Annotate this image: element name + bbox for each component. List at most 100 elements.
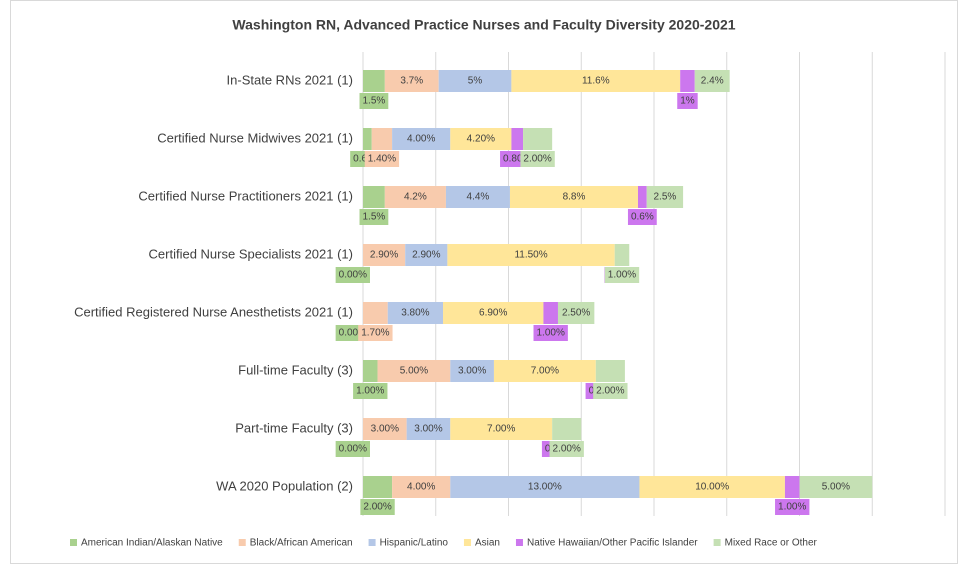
data-label: 2.00%: [523, 154, 551, 165]
legend-swatch: [463, 539, 471, 546]
data-label: 11.50%: [514, 250, 547, 261]
legend-swatch: [515, 539, 523, 546]
y-tick-label: Certified Nurse Midwives 2021 (1): [157, 130, 353, 145]
data-label: 2.00%: [596, 386, 624, 397]
bar-segment: [392, 128, 451, 150]
label-box: [593, 383, 628, 399]
data-label: 4.00%: [407, 134, 435, 145]
data-label: 3.80%: [401, 308, 429, 319]
bar-segment: [445, 186, 510, 208]
bar-segment: [694, 70, 730, 92]
bar-segment: [509, 186, 638, 208]
data-label: 4.20%: [467, 134, 495, 145]
bar-segment: [799, 476, 873, 498]
y-tick-label: In-State RNs 2021 (1): [227, 72, 353, 87]
data-label: 5.00%: [822, 482, 850, 493]
data-label: 10.00%: [695, 482, 729, 493]
data-label: 2.5%: [654, 192, 677, 203]
data-label: 11.6%: [582, 76, 610, 87]
bar-segment: [614, 244, 630, 266]
label-box: [359, 209, 389, 225]
data-label: 4.2%: [404, 192, 427, 203]
data-label: 5.00%: [400, 366, 428, 377]
data-label: 3.7%: [400, 76, 423, 87]
bar-segment: [552, 418, 582, 440]
chart-title: Washington RN, Advanced Practice Nurses …: [232, 17, 735, 33]
label-box: [335, 267, 370, 283]
data-label: 2.90%: [370, 250, 398, 261]
data-label: 0.00%: [339, 444, 367, 455]
data-label: 1.00%: [537, 328, 565, 339]
legend-swatch: [713, 539, 721, 546]
data-label: 6.90%: [479, 308, 507, 319]
bar-segment: [443, 302, 544, 324]
bar-segment: [363, 360, 378, 382]
data-label: 3.00%: [458, 366, 486, 377]
bar-segment: [377, 360, 451, 382]
label-box: [549, 441, 584, 457]
data-label: 2.00%: [553, 444, 581, 455]
data-label: 1.5%: [363, 212, 386, 223]
data-label: 0.00%: [339, 328, 367, 339]
label-box: [677, 93, 698, 109]
bar-segment: [646, 186, 684, 208]
bar-segment: [680, 70, 695, 92]
data-label: 4.4%: [467, 192, 490, 203]
bar-segment: [450, 360, 494, 382]
data-label: 0.6%: [631, 212, 654, 223]
label-box: [775, 499, 810, 515]
y-tick-label: Certified Nurse Specialists 2021 (1): [149, 246, 353, 261]
bar-segment: [450, 418, 553, 440]
bar-segment: [363, 476, 393, 498]
data-label: 1.00%: [778, 502, 806, 513]
bar-segment: [438, 70, 512, 92]
data-label: 1.70%: [361, 328, 389, 339]
data-label: 7.00%: [487, 424, 515, 435]
label-box: [359, 93, 389, 109]
data-label: 1.00%: [356, 386, 384, 397]
bar-segment: [493, 360, 596, 382]
legend-label: Asian: [475, 538, 500, 549]
bar-segment: [387, 302, 444, 324]
bar-segment: [450, 128, 512, 150]
y-tick-label: Part-time Faculty (3): [235, 420, 353, 435]
data-label: 13.00%: [528, 482, 562, 493]
legend-swatch: [368, 539, 376, 546]
bar-segment: [784, 476, 800, 498]
data-label: 2.00%: [363, 502, 391, 513]
label-box: [335, 441, 370, 457]
bar-segment: [511, 70, 681, 92]
bar-segment: [595, 360, 625, 382]
data-label: 1.40%: [368, 154, 396, 165]
bar-segment: [406, 418, 451, 440]
bar-segment: [384, 186, 446, 208]
bar-segment: [392, 476, 451, 498]
y-tick-label: WA 2020 Population (2): [216, 478, 353, 493]
label-box: [364, 151, 400, 167]
label-box: [353, 383, 388, 399]
label-box: [533, 325, 568, 341]
label-box: [358, 325, 393, 341]
bar-segment: [363, 418, 407, 440]
data-label: 8.8%: [563, 192, 586, 203]
y-tick-label: Certified Registered Nurse Anesthetists …: [74, 304, 353, 319]
bar-segment: [363, 128, 372, 150]
data-label: 1%: [680, 96, 695, 107]
bar-segment: [384, 70, 439, 92]
bar-segment: [450, 476, 640, 498]
label-box: [604, 267, 640, 283]
data-label: 2.90%: [412, 250, 440, 261]
y-tick-label: Certified Nurse Practitioners 2021 (1): [138, 188, 353, 203]
legend-swatch: [70, 539, 77, 546]
data-label: 1.5%: [363, 96, 386, 107]
bar-segment: [363, 70, 385, 92]
legend-label: American Indian/Alaskan Native: [81, 538, 223, 549]
bar-segment: [405, 244, 448, 266]
legend-label: Mixed Race or Other: [725, 538, 818, 549]
bar-segment: [557, 302, 595, 324]
bar-segment: [511, 128, 524, 150]
data-label: 5%: [468, 76, 483, 87]
bar-segment: [639, 476, 785, 498]
data-label: 0.00%: [339, 270, 367, 281]
legend-label: Black/African American: [250, 538, 353, 549]
